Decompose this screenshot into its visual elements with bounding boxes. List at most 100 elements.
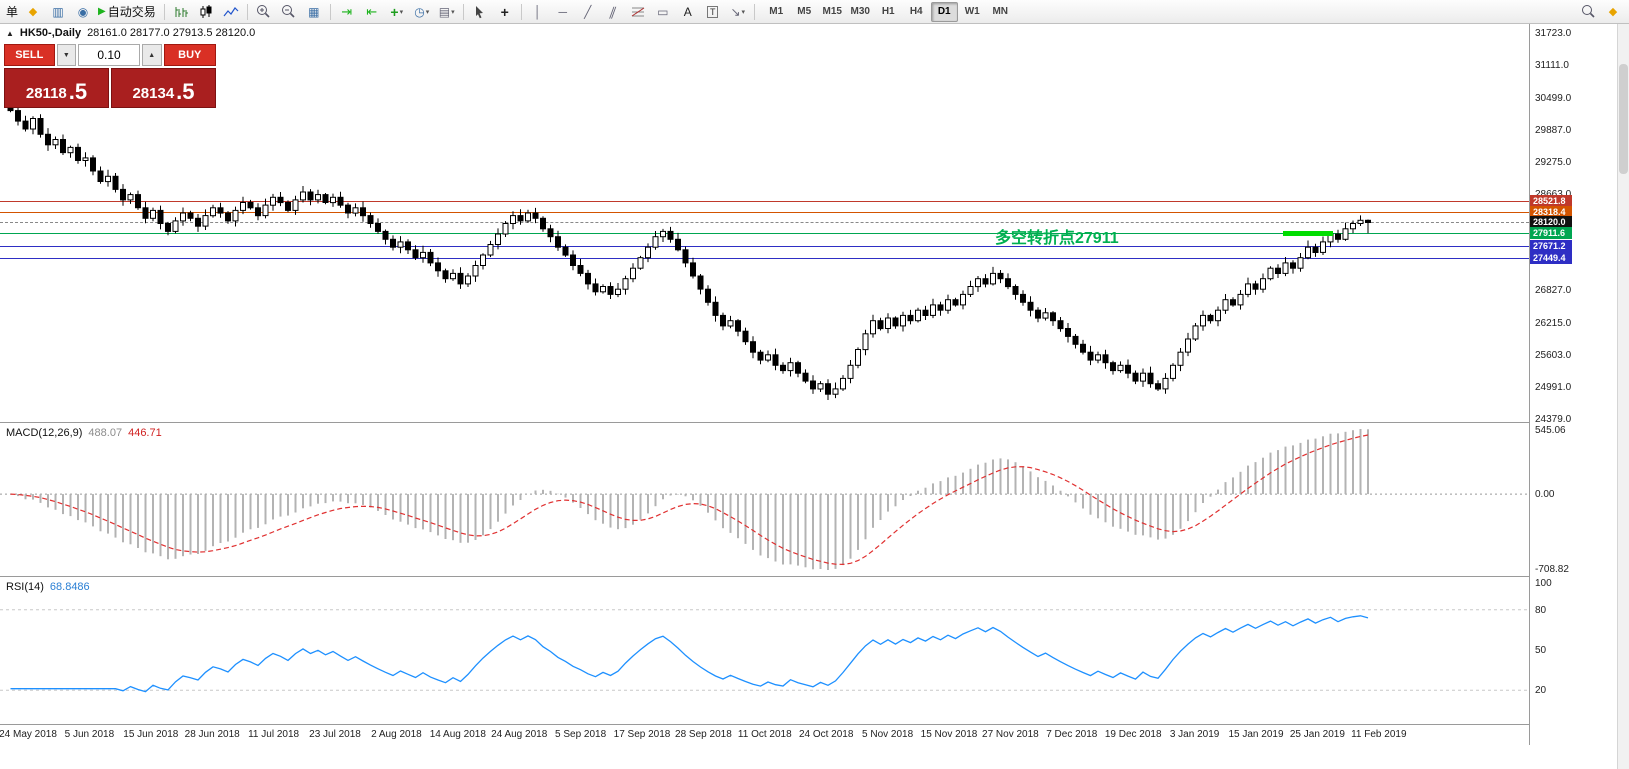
rsi-value: 68.8486: [49, 581, 90, 593]
favorites-button[interactable]: ◆: [1601, 2, 1625, 22]
price-axis-label: 29275.0: [1535, 156, 1572, 168]
tile-windows-button[interactable]: ▦: [302, 2, 326, 22]
timeframe-button-m15[interactable]: M15: [822, 6, 842, 17]
text-tool[interactable]: A: [676, 2, 700, 22]
chart-title: ▲ HK50-,Daily 28161.0 28177.0 27913.5 28…: [6, 27, 255, 39]
rsi-name: RSI(14): [6, 581, 44, 593]
vertical-scrollbar[interactable]: [1617, 24, 1629, 769]
channel-tool[interactable]: ∥: [601, 2, 625, 22]
pane-divider[interactable]: [0, 576, 1617, 577]
time-axis-label: 19 Dec 2018: [1104, 729, 1162, 740]
shapes-tool[interactable]: ▭: [651, 2, 675, 22]
price-tag: 27911.6: [1530, 227, 1572, 240]
autotrading-button[interactable]: ▶ 自动交易: [96, 2, 160, 22]
macd-name: MACD(12,26,9): [6, 427, 83, 439]
scrollbar-thumb[interactable]: [1619, 64, 1628, 174]
time-axis-label: 24 May 2018: [0, 729, 57, 740]
bar-chart-type-button[interactable]: [169, 2, 193, 22]
candle-chart-type-button[interactable]: [194, 2, 218, 22]
horizontal-line-object[interactable]: [0, 246, 1529, 248]
timeframe-button-w1[interactable]: W1: [964, 6, 980, 17]
collapse-triangle-icon[interactable]: ▲: [6, 28, 14, 38]
price-tag: 28120.0: [1530, 216, 1572, 229]
chart-annotation-text[interactable]: 多空转折点27911: [995, 230, 1119, 247]
buy-price-frac: .5: [176, 79, 195, 104]
dropdown-caret-icon: ▾: [399, 8, 404, 16]
candlestick-chart: [7, 102, 1371, 400]
template-icon: ▤: [438, 4, 451, 19]
sell-price-frac: .5: [68, 79, 88, 104]
timeframe-button-m30[interactable]: M30: [850, 6, 870, 17]
time-axis-label: 15 Jan 2019: [1228, 729, 1284, 740]
horizontal-line-object[interactable]: [0, 233, 1529, 235]
lot-increase-button[interactable]: ▲: [142, 44, 162, 66]
macd-axis-label: 0.00: [1535, 489, 1555, 501]
price-tag: 28318.4: [1530, 206, 1572, 219]
autotrading-play-icon: ▶: [98, 6, 106, 17]
lot-decrease-button[interactable]: ▼: [56, 44, 77, 66]
time-axis: 24 May 2018 5 Jun 2018 15 Jun 2018 28 Jun 2…: [0, 727, 1617, 745]
timeframe-button-m1[interactable]: M1: [769, 6, 784, 17]
vertical-line-tool[interactable]: │: [526, 2, 550, 22]
support-segment-object[interactable]: [1283, 231, 1333, 237]
price-tag: 27671.2: [1530, 240, 1572, 253]
hline-icon: ─: [558, 4, 567, 19]
trendline-tool[interactable]: ╱: [576, 2, 600, 22]
zoom-in-button[interactable]: [252, 2, 276, 22]
price-axis-label: 26215.0: [1535, 317, 1572, 329]
horizontal-line-tool[interactable]: ─: [551, 2, 575, 22]
macd-indicator-pane[interactable]: MACD(12,26,9) 488.07 446.71: [0, 423, 1529, 576]
buy-price-box[interactable]: 28134 .5: [111, 68, 216, 108]
rsi-axis-label: 80: [1535, 604, 1547, 616]
new-order-button[interactable]: ◆: [21, 2, 45, 22]
time-axis-label: 5 Nov 2018: [862, 729, 914, 740]
timeframe-button-h4[interactable]: H4: [909, 6, 923, 17]
timeframe-button-d1[interactable]: D1: [930, 1, 958, 22]
sell-button[interactable]: SELL: [4, 44, 55, 66]
toolbar-separator: [163, 3, 165, 20]
time-axis-label: 24 Aug 2018: [491, 729, 548, 740]
horizontal-line-object[interactable]: [0, 201, 1529, 203]
text-tool-icon: A: [683, 4, 692, 19]
crosshair-button[interactable]: +: [493, 2, 517, 22]
pane-divider[interactable]: [0, 422, 1617, 423]
zoom-out-button[interactable]: [277, 2, 301, 22]
order-label[interactable]: 单: [6, 5, 19, 19]
line-chart-type-button[interactable]: [219, 2, 243, 22]
market-watch-icon: ◉: [77, 4, 89, 19]
sell-price-box[interactable]: 28118 .5: [4, 68, 109, 108]
arrows-tool[interactable]: ↘ ▾: [726, 2, 750, 22]
time-axis-label: 25 Jan 2019: [1289, 729, 1345, 740]
toolbar-separator: [520, 3, 522, 20]
timeframe-button-h1[interactable]: H1: [881, 6, 895, 17]
market-watch-button[interactable]: ◉: [71, 2, 95, 22]
search-button[interactable]: [1576, 2, 1600, 22]
timeframe-button-m5[interactable]: M5: [797, 6, 812, 17]
timeframe-button-mn[interactable]: MN: [992, 6, 1009, 17]
horizontal-line-object[interactable]: [0, 257, 1529, 259]
macd-signal-line: [10, 434, 1369, 566]
price-chart-pane[interactable]: ▲ HK50-,Daily 28161.0 28177.0 27913.5 28…: [0, 24, 1529, 422]
trade-widget-controls: SELL ▼ ▲ BUY: [4, 44, 217, 66]
zoom-in-icon: [257, 5, 270, 18]
charts-window-button[interactable]: ▥: [46, 2, 70, 22]
search-icon: [1581, 5, 1595, 18]
cursor-button[interactable]: [468, 2, 492, 22]
periods-button[interactable]: ◷ ▾: [410, 2, 434, 22]
horizontal-line-object[interactable]: [0, 212, 1529, 214]
autoscroll-button[interactable]: ⇥: [335, 2, 359, 22]
pane-divider: [0, 724, 1617, 725]
price-axis-label: 28663.0: [1535, 189, 1571, 200]
price-tag: 27449.4: [1530, 251, 1572, 264]
label-tool[interactable]: T: [701, 2, 725, 22]
tile-windows-icon: ▦: [308, 4, 320, 19]
chart-shift-button[interactable]: ⇤: [360, 2, 384, 22]
rsi-indicator-pane[interactable]: RSI(14) 68.8486: [0, 577, 1529, 724]
indicators-plus-icon: +: [390, 3, 399, 20]
fibonacci-tool[interactable]: [626, 2, 650, 22]
lot-size-input[interactable]: [78, 44, 141, 66]
buy-button[interactable]: BUY: [163, 44, 217, 66]
templates-button[interactable]: ▤ ▾: [435, 2, 459, 22]
candle-chart-icon: [200, 4, 212, 18]
indicators-button[interactable]: + ▾: [385, 2, 409, 22]
